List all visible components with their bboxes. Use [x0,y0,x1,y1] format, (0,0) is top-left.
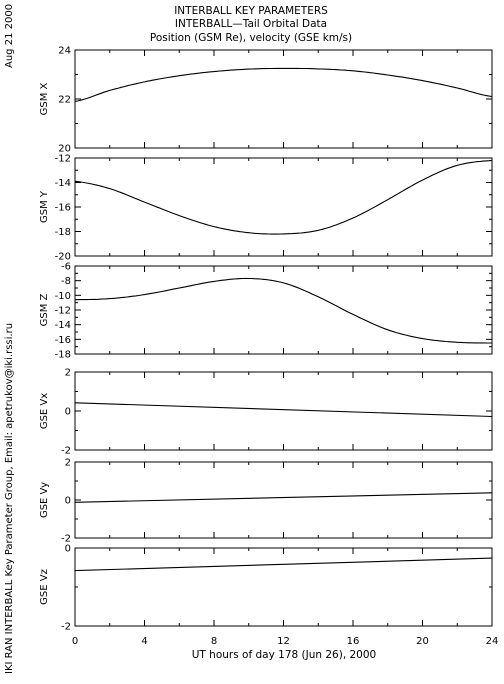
panel-4: -2 0 2 GSE Vx [39,368,493,457]
y-tick-label: -12 [55,306,71,317]
panel-ylabel: GSM Y [39,190,50,223]
panel-frame [74,265,493,355]
panel-1: 20 22 24 GSM X [39,46,493,155]
title-line-1: INTERBALL KEY PARAMETERS [174,5,328,17]
y-tick-label: 0 [65,544,71,555]
y-tick-label: -20 [55,252,71,263]
y-tick-label: -16 [55,335,71,346]
y-tick-label: -18 [55,350,71,361]
y-tick-label: 0 [65,496,71,507]
y-tick-label: 24 [58,46,71,57]
panel-ylabel: GSM Z [39,293,50,326]
x-tick-label: 24 [486,636,499,647]
y-tick-label: 2 [65,458,71,469]
panel-ylabel: GSE Vy [39,482,50,518]
y-tick-label: -2 [61,446,71,457]
y-tick-label: 2 [65,368,71,379]
series-line [74,402,493,418]
panel-frame [74,371,493,451]
y-tick-label: -18 [55,227,71,238]
x-tick-label: 20 [416,636,429,647]
series-line [75,277,492,344]
panel-frame [74,461,493,539]
x-axis: 0 4 8 12 16 20 24 [72,636,499,647]
y-tick-label: -16 [55,203,71,214]
date-label: Aug 21 2000 [4,4,15,68]
y-tick-label: -8 [61,276,71,287]
x-tick-label: 16 [347,636,360,647]
series-line [74,557,493,572]
y-tick-label: -14 [55,178,71,189]
panel-frame [74,49,493,149]
x-tick-label: 8 [211,636,217,647]
panel-6: -2 0 GSE Vz [39,544,493,633]
series-line [74,159,493,235]
x-tick-label: 4 [141,636,147,647]
panel-ylabel: GSE Vx [39,393,50,429]
y-tick-label: -2 [61,622,71,633]
panel-frame [74,157,493,257]
y-tick-label: 20 [58,144,71,155]
y-tick-label: -10 [55,291,71,302]
x-tick-label: 0 [72,636,78,647]
x-tick-label: 12 [277,636,290,647]
x-axis-label: UT hours of day 178 (Jun 26), 2000 [192,649,376,661]
panel-ylabel: GSE Vz [39,569,50,605]
y-tick-label: -12 [55,154,71,165]
y-tick-label: -2 [61,534,71,545]
panel-ylabel: GSM X [39,82,50,115]
title-line-3: Position (GSM Re), velocity (GSE km/s) [150,32,352,44]
y-tick-label: 22 [58,95,71,106]
panel-5: -2 0 2 GSE Vy [39,458,493,545]
credit-label: IKI RAN INTERBALL Key Parameter Group, E… [4,323,15,674]
y-tick-label: 0 [65,407,71,418]
y-tick-label: -6 [61,262,71,273]
title-line-2: INTERBALL—Tail Orbital Data [175,18,327,30]
series-line [74,67,493,103]
y-tick-label: -14 [55,320,71,331]
panel-2: -20 -18 -16 -14 -12 GSM Y [39,154,493,263]
series-line [74,492,493,503]
panel-3: -18 -16 -14 -12 -10 -8 -6 GSM Z [39,262,493,361]
